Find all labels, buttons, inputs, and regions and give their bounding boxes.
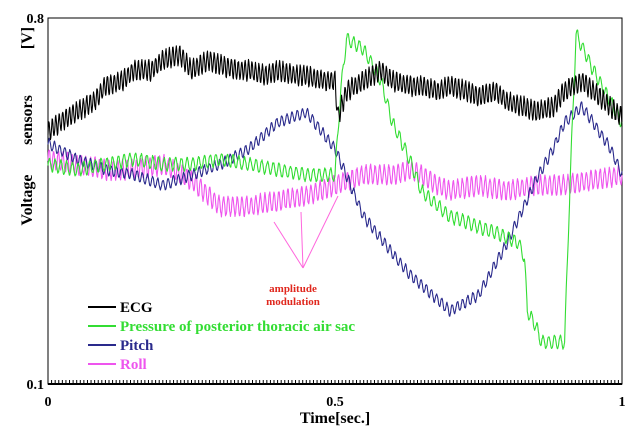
legend-label: ECG — [120, 300, 153, 316]
series-line-pitch — [47, 101, 623, 317]
y-tick-label: 0.8 — [27, 12, 45, 27]
legend-label: Pressure of posterior thoracic air sac — [120, 319, 355, 335]
y-axis-title-part: Voltage — [19, 175, 36, 226]
annotation-text: amplitude — [269, 283, 317, 295]
annotation-arrow — [300, 211, 304, 269]
y-tick-label: 0.1 — [27, 378, 45, 393]
annotation-arrow — [302, 195, 339, 269]
annotation-text: modulation — [266, 296, 320, 308]
x-tick-label: 1 — [619, 395, 626, 410]
series-line-pressure-of-posterior-thoracic-air-sac — [47, 29, 623, 350]
legend-label: Pitch — [120, 338, 154, 354]
y-axis-title-part: [V] — [19, 27, 36, 49]
annotation-arrow — [273, 221, 304, 269]
axes: 0 0.5 1 0.1 0.8 Time[sec.] Voltage sensors [V] — [19, 12, 626, 427]
series-line-ecg — [47, 45, 623, 141]
series-lines — [47, 29, 623, 350]
x-tick-label: 0 — [45, 395, 52, 410]
legend: ECG Pressure of posterior thoracic air sa… — [88, 300, 355, 373]
x-tick-label: 0.5 — [326, 395, 344, 410]
legend-label: Roll — [120, 357, 147, 373]
y-axis-title-part: sensors — [19, 95, 36, 145]
x-axis-title: Time[sec.] — [300, 410, 370, 427]
